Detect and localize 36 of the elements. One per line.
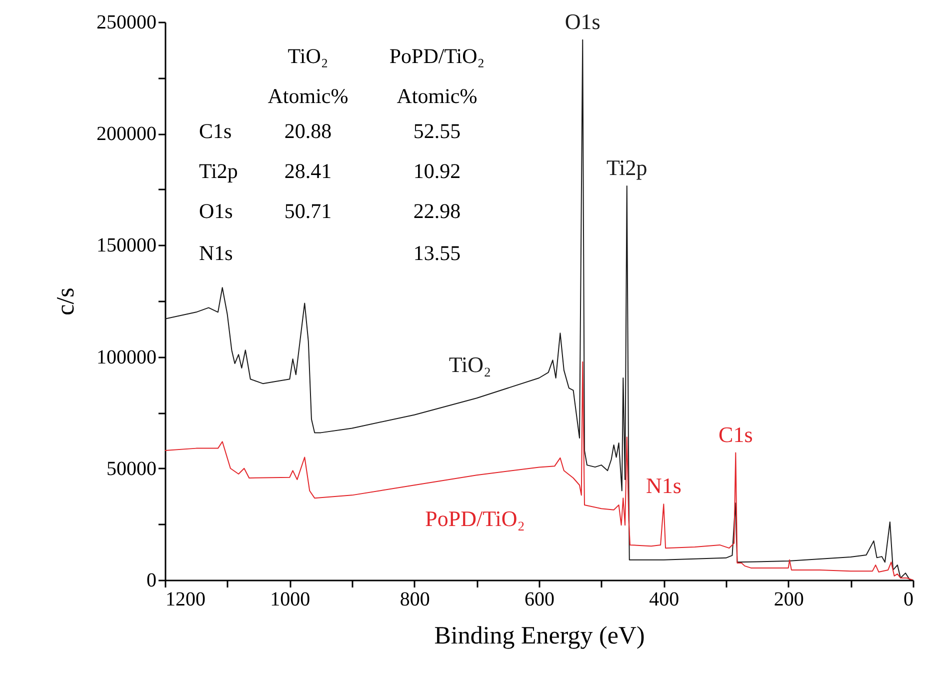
y-tick-label: 250000 xyxy=(96,12,156,34)
y-tick-label: 0 xyxy=(146,570,156,592)
x-tick-label: 0 xyxy=(904,588,914,610)
annotation: 10.92 xyxy=(413,159,461,183)
series-label: PoPD/TiO₂ xyxy=(425,506,525,531)
y-tick-label: 150000 xyxy=(96,234,156,257)
annotation: TiO₂ xyxy=(288,44,328,68)
x-tick-label: 600 xyxy=(524,588,554,610)
x-tick-label: 1200 xyxy=(166,588,206,610)
annotation: 13.55 xyxy=(413,241,461,265)
annotation: 20.88 xyxy=(284,119,332,143)
annotation: PoPD/TiO₂ xyxy=(389,44,485,68)
annotation: Ti2p xyxy=(199,159,238,183)
annotation: N1s xyxy=(646,473,682,498)
x-axis-title: Binding Energy (eV) xyxy=(434,622,645,650)
x-tick-label: 800 xyxy=(400,588,430,610)
annotation: Atomic% xyxy=(396,84,478,108)
y-tick-label: 50000 xyxy=(106,458,156,480)
x-tick-label: 400 xyxy=(649,588,680,610)
y-tick-label: 100000 xyxy=(96,346,156,368)
annotation: O1s xyxy=(564,8,600,34)
annotation: Ti2p xyxy=(606,155,648,180)
annotation: Atomic% xyxy=(268,84,348,108)
y-axis-title: c/s xyxy=(52,288,80,316)
annotation: 28.41 xyxy=(284,159,332,183)
series-label: TiO₂ xyxy=(448,352,492,377)
y-tick-label: 200000 xyxy=(96,123,156,146)
annotation: 52.55 xyxy=(413,119,461,143)
x-tick-label: 200 xyxy=(774,588,804,610)
annotation: C1s xyxy=(718,422,753,447)
annotation: N1s xyxy=(199,241,233,265)
annotation: C1s xyxy=(199,119,232,143)
annotation: O1s xyxy=(199,199,233,223)
annotation: 50.71 xyxy=(284,199,332,223)
annotation: 22.98 xyxy=(413,199,461,223)
x-tick-label: 1000 xyxy=(270,588,310,610)
